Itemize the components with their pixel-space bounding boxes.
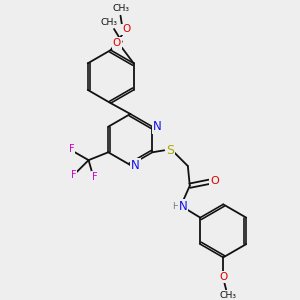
Text: O: O: [219, 272, 227, 282]
Text: CH₃: CH₃: [112, 4, 129, 13]
Text: N: N: [178, 200, 187, 213]
Text: CH₃: CH₃: [100, 18, 118, 27]
Text: H: H: [172, 202, 178, 211]
Text: O: O: [210, 176, 219, 186]
Text: F: F: [92, 172, 97, 182]
Text: O: O: [122, 25, 130, 34]
Text: N: N: [153, 120, 162, 133]
Text: CH₃: CH₃: [220, 291, 237, 300]
Text: F: F: [69, 144, 75, 154]
Text: S: S: [166, 144, 174, 157]
Text: N: N: [131, 158, 140, 172]
Text: O: O: [113, 38, 121, 48]
Text: F: F: [71, 170, 77, 180]
